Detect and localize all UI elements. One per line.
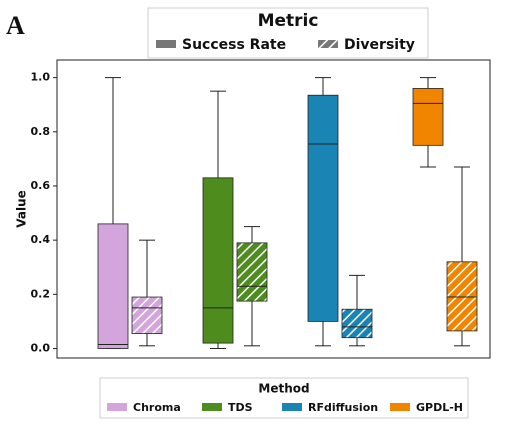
legend-title: Metric [258,11,319,31]
plot-frame [56,59,491,359]
box [341,308,373,339]
y-tick-label: 0.0 [31,342,51,355]
legend-label: Diversity [344,37,415,53]
y-tick-label: 1.0 [31,71,51,84]
legend-swatch [282,403,302,411]
method-legend [99,377,469,419]
legend-swatch [202,403,222,411]
legend-label: GPDL-H [416,401,463,414]
box [446,261,478,332]
box [307,94,339,322]
legend-label: Success Rate [182,37,286,53]
legend-swatch [107,403,127,411]
y-tick-label: 0.8 [31,125,51,138]
legend-swatch [390,403,410,411]
box [236,242,268,302]
legend-label: TDS [228,401,253,414]
legend-title: Method [258,382,309,396]
legend-swatch [156,40,176,48]
y-tick-label: 0.2 [31,287,51,300]
box [97,223,129,349]
legend-label: RFdiffusion [308,401,378,414]
box [131,296,163,335]
panel-label: A [6,11,25,40]
y-axis-label: Value [15,190,29,228]
box [202,177,234,344]
legend-swatch [318,40,338,48]
y-tick-label: 0.4 [31,233,51,246]
box [412,88,444,146]
y-tick-label: 0.6 [31,179,51,192]
legend-label: Chroma [133,401,181,414]
metric-legend [147,7,429,59]
